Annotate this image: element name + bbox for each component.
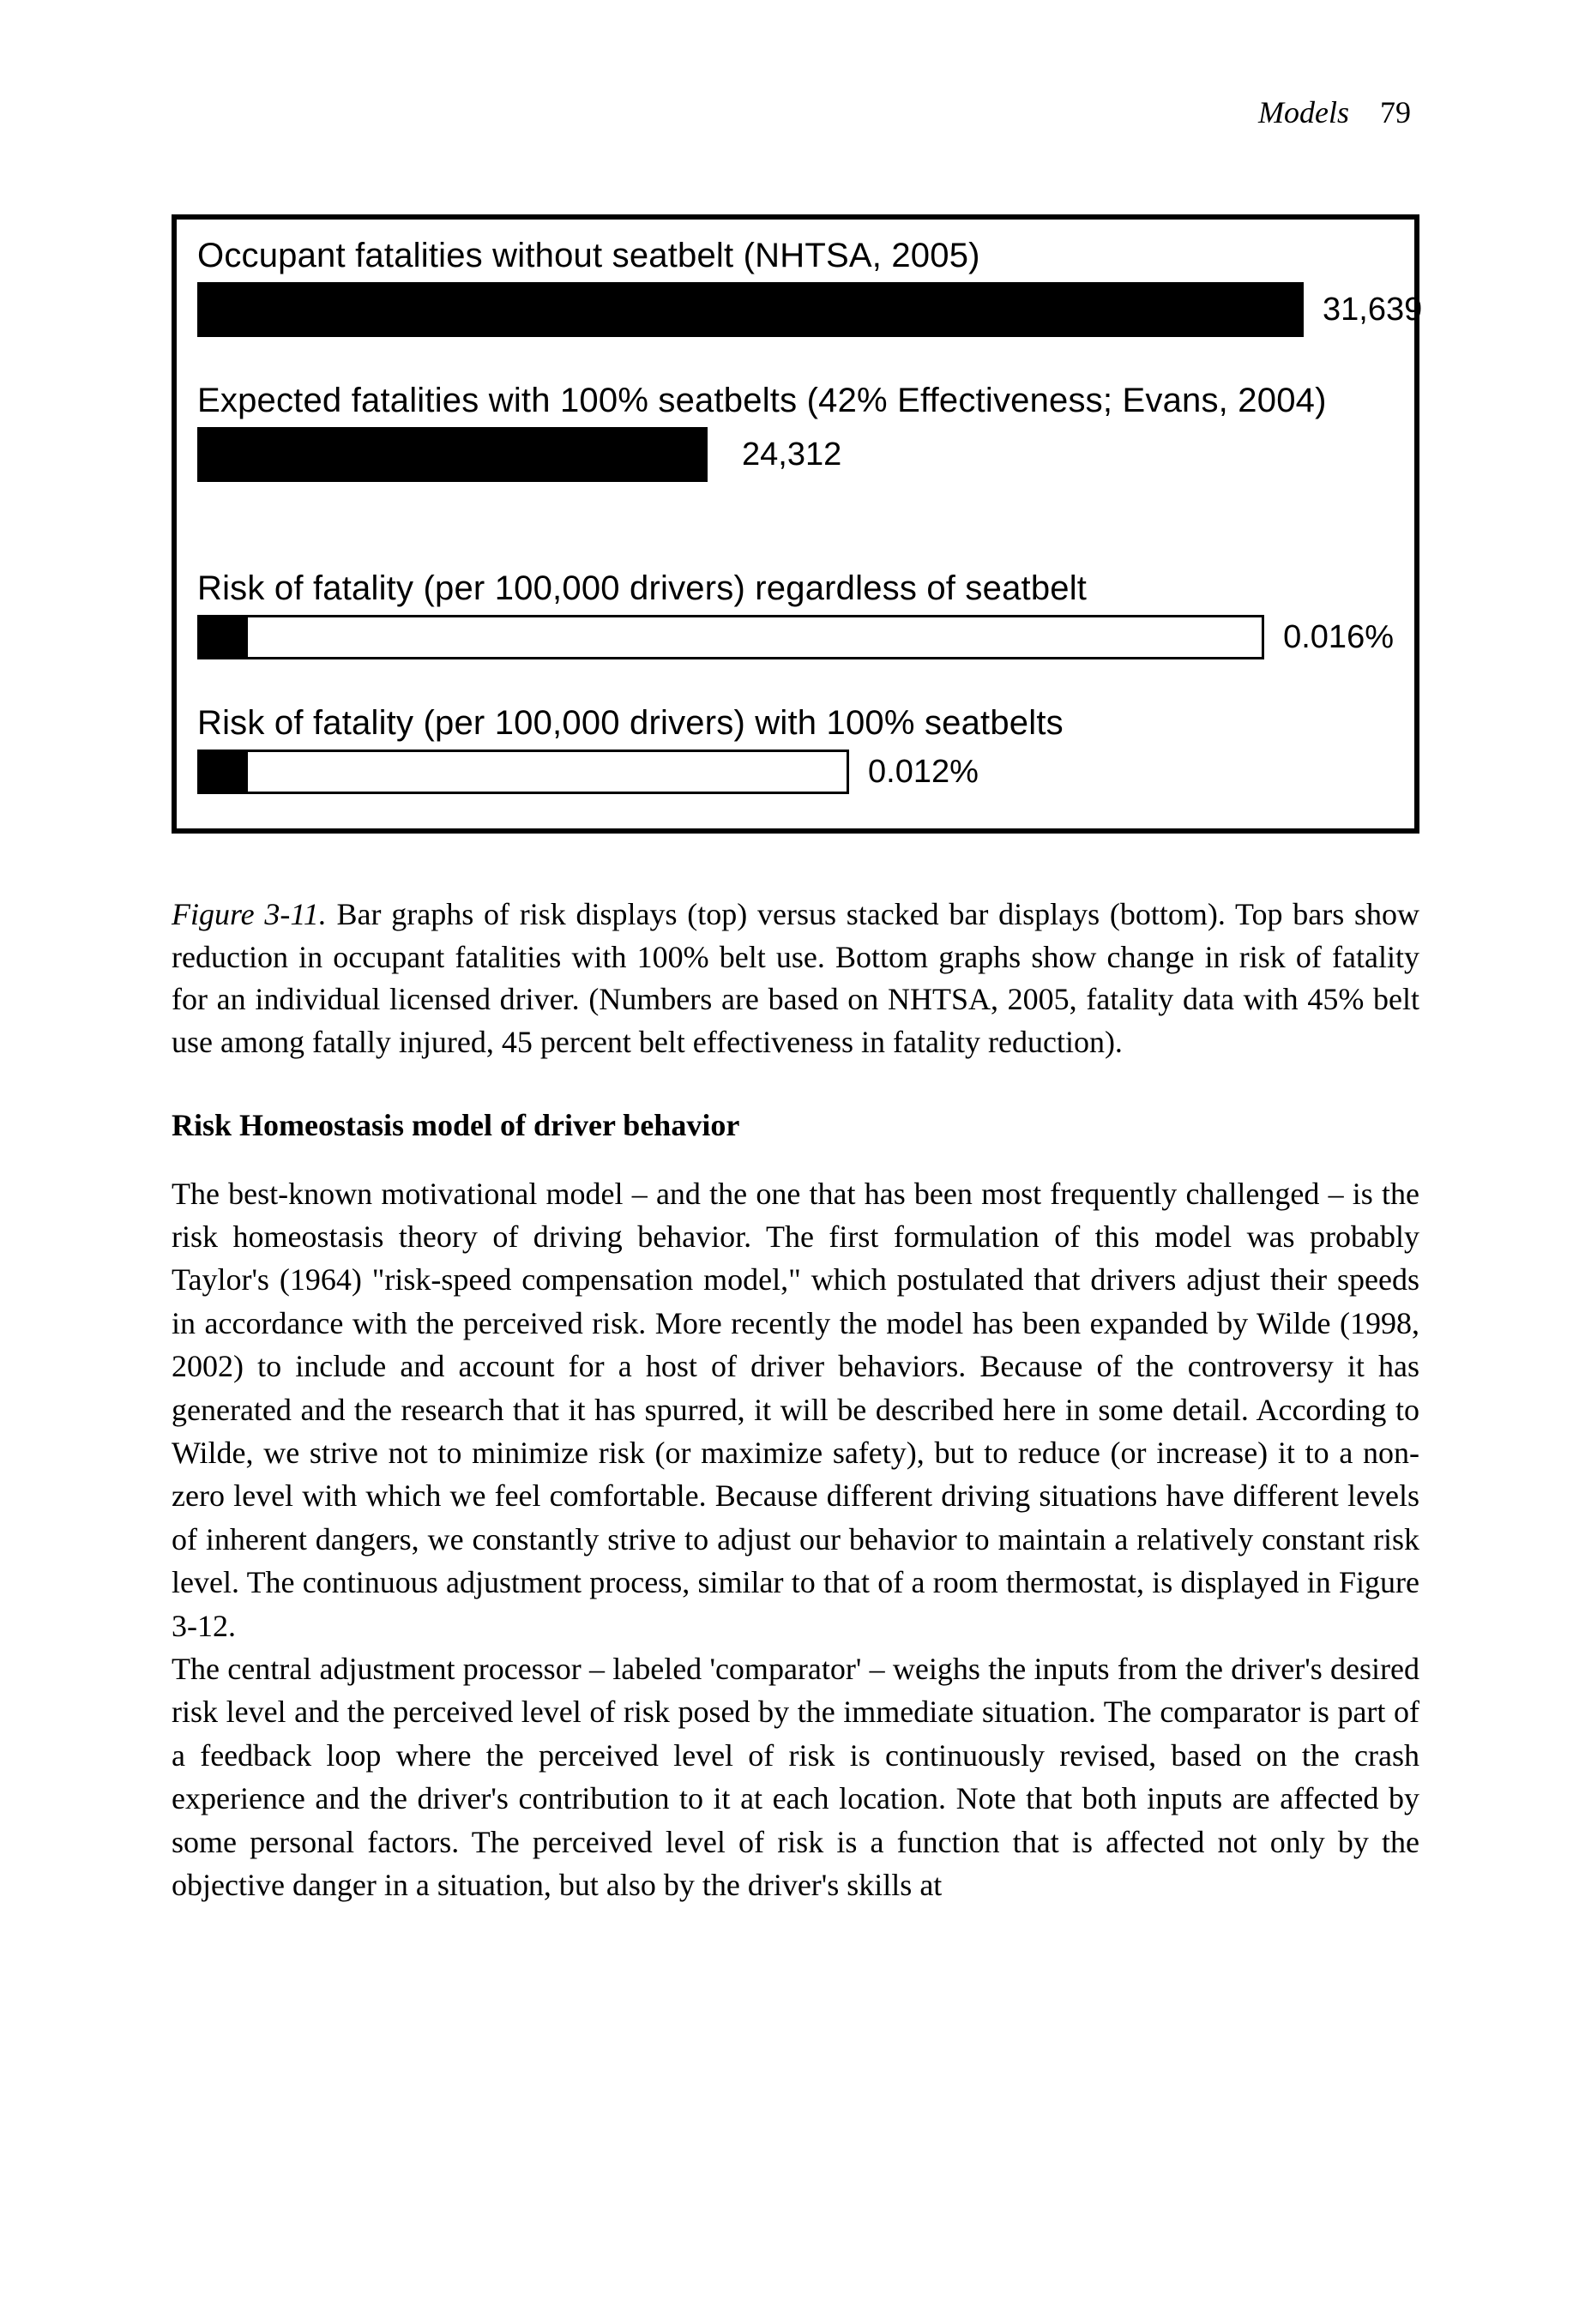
section-heading: Risk Homeostasis model of driver behavio…	[172, 1107, 1419, 1143]
page: Models 79 Occupant fatalities without se…	[0, 0, 1591, 2324]
figure-caption-text: Bar graphs of risk displays (top) versus…	[172, 897, 1419, 1059]
bar-line: 31,639	[197, 282, 1394, 337]
chart-row: Risk of fatality (per 100,000 drivers) w…	[197, 704, 1394, 794]
bar-label: Risk of fatality (per 100,000 drivers) r…	[197, 569, 1394, 608]
spacer	[197, 492, 1394, 569]
body-text: The best-known motivational model – and …	[172, 1172, 1419, 1907]
bar-line: 0.012%	[197, 750, 1394, 794]
figure-caption: Figure 3-11. Bar graphs of risk displays…	[172, 894, 1419, 1064]
bar-label: Occupant fatalities without seatbelt (NH…	[197, 237, 1394, 275]
chart-row: Risk of fatality (per 100,000 drivers) r…	[197, 569, 1394, 659]
figure-label: Figure 3-11.	[172, 897, 327, 931]
bar-label: Risk of fatality (per 100,000 drivers) w…	[197, 704, 1394, 743]
body-paragraph: The central adjustment processor – label…	[172, 1647, 1419, 1906]
body-paragraph: The best-known motivational model – and …	[172, 1172, 1419, 1647]
bar-line: 0.016%	[197, 615, 1394, 659]
bar-outline	[197, 615, 1264, 659]
bar-solid	[197, 427, 708, 482]
running-head-separator	[1357, 95, 1372, 129]
bar-value: 0.012%	[868, 754, 979, 791]
running-head-title: Models	[1258, 95, 1349, 129]
risk-bar-chart: Occupant fatalities without seatbelt (NH…	[172, 214, 1419, 834]
bar-solid	[197, 282, 1304, 337]
bar-value: 0.016%	[1283, 619, 1394, 656]
bar-outline-fill	[200, 617, 248, 657]
bar-line: 24,312	[197, 427, 1394, 482]
running-head: Models 79	[1258, 94, 1411, 130]
bar-label: Expected fatalities with 100% seatbelts …	[197, 382, 1394, 420]
page-number: 79	[1380, 95, 1411, 129]
spacer	[197, 347, 1394, 382]
bar-outline	[197, 750, 849, 794]
chart-row: Expected fatalities with 100% seatbelts …	[197, 382, 1394, 482]
chart-row: Occupant fatalities without seatbelt (NH…	[197, 237, 1394, 337]
bar-value: 31,639	[1323, 292, 1422, 328]
bar-value: 24,312	[742, 437, 841, 473]
spacer	[197, 670, 1394, 704]
bar-outline-fill	[200, 752, 248, 792]
